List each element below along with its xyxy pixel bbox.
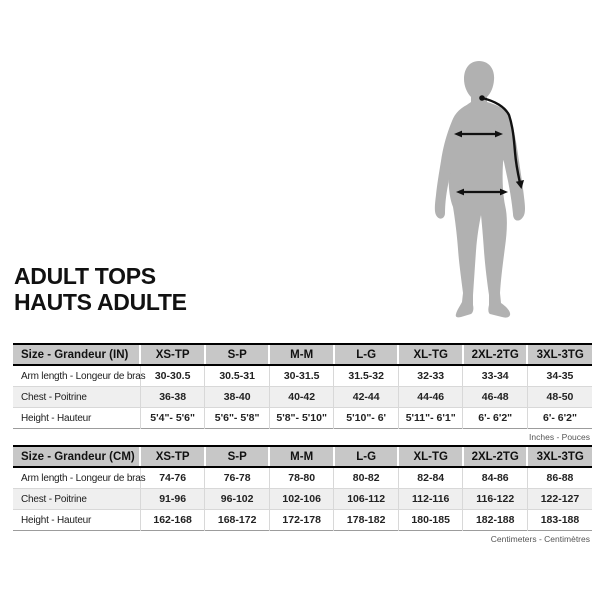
- page-title-fr: HAUTS ADULTE: [14, 289, 187, 315]
- measurement-arrows: [454, 95, 524, 196]
- measurement-label-cell: Arm length - Longeur de bras: [21, 370, 146, 382]
- measurement-label-cell: Height - Hauteur: [13, 509, 141, 531]
- table-row: Chest - Poitrine 91-96 96-102 102-106 106-11…: [13, 488, 592, 510]
- size-value-cell: 33-34: [462, 365, 528, 387]
- size-value-cell: 5'10"- 6': [333, 407, 399, 429]
- unit-note-inches: Inches - Pouces: [529, 432, 590, 442]
- measurement-label-cell: Height - Hauteur: [13, 407, 141, 429]
- size-value-cell: 36-38: [139, 386, 205, 408]
- size-value-cell: 31.5-32: [333, 365, 399, 387]
- size-value-cell: 172-178: [268, 509, 334, 531]
- size-unit-header: Size - Grandeur (CM): [13, 445, 141, 468]
- size-table: Size - Grandeur (CM) XS-TP S-P M-M L-G XL-TG 2…: [13, 445, 592, 531]
- size-value-cell: 183-188: [526, 509, 592, 531]
- size-column-header: XS-TP: [139, 343, 205, 366]
- size-value-cell: 122-127: [526, 488, 592, 510]
- size-value-cell: 6'- 6'2": [462, 407, 528, 429]
- size-column-header: M-M: [268, 445, 334, 468]
- size-value-cell: 5'6"- 5'8": [204, 407, 270, 429]
- size-value-cell: 74-76: [139, 467, 205, 489]
- size-column-header: 2XL-2TG: [461, 343, 528, 366]
- size-value-cell: 5'4"- 5'6": [139, 407, 205, 429]
- size-value-cell: 32-33: [397, 365, 463, 387]
- size-value-cell: 116-122: [462, 488, 528, 510]
- size-column-header: L-G: [332, 445, 399, 468]
- size-unit-header: Size - Grandeur (IN): [13, 343, 141, 366]
- size-value-cell: 48-50: [526, 386, 592, 408]
- size-value-cell: 38-40: [204, 386, 270, 408]
- size-header-row: Size - Grandeur (CM) XS-TP S-P M-M L-G XL-TG 2…: [13, 445, 592, 468]
- size-table: Size - Grandeur (IN) XS-TP S-P M-M L-G XL-TG 2…: [13, 343, 592, 429]
- table-row: Height - Hauteur 162-168 168-172 172-178 178…: [13, 509, 592, 531]
- size-value-cell: 91-96: [139, 488, 205, 510]
- size-column-header: L-G: [332, 343, 399, 366]
- size-value-cell: 30-31.5: [268, 365, 334, 387]
- size-column-header: 3XL-3TG: [526, 445, 592, 468]
- size-column-header: XS-TP: [139, 445, 205, 468]
- table-row: Chest - Poitrine 36-38 38-40 40-42 42-44 44-4…: [13, 386, 592, 408]
- measurement-label-cell: Chest - Poitrine: [13, 488, 141, 510]
- size-value-cell: 78-80: [268, 467, 334, 489]
- size-value-cell: 106-112: [333, 488, 399, 510]
- size-column-header: XL-TG: [397, 445, 463, 468]
- size-value-cell: 168-172: [204, 509, 270, 531]
- size-value-cell: 82-84: [397, 467, 463, 489]
- table-row: Arm length - Longeur de bras 30-30.5 30.5-…: [13, 365, 592, 387]
- size-value-cell: 30.5-31: [204, 365, 270, 387]
- chest-measure-arrow: [454, 130, 503, 138]
- unit-note-centimeters: Centimeters - Centimètres: [490, 534, 590, 544]
- size-column-header: 2XL-2TG: [461, 445, 528, 468]
- size-column-header: 3XL-3TG: [526, 343, 592, 366]
- size-value-cell: 178-182: [333, 509, 399, 531]
- size-column-header: M-M: [268, 343, 334, 366]
- size-table-centimeters-section: Size - Grandeur (CM) XS-TP S-P M-M L-G XL-TG 2…: [13, 445, 592, 544]
- size-column-header: S-P: [203, 343, 270, 366]
- size-value-cell: 80-82: [333, 467, 399, 489]
- page-title-en: ADULT TOPS: [14, 263, 156, 289]
- size-value-cell: 40-42: [268, 386, 334, 408]
- table-row: Height - Hauteur 5'4"- 5'6" 5'6"- 5'8" 5'8"…: [13, 407, 592, 429]
- size-column-header: XL-TG: [397, 343, 463, 366]
- size-value-cell: 5'11"- 6'1": [397, 407, 463, 429]
- size-value-cell: 84-86: [462, 467, 528, 489]
- size-value-cell: 6'- 6'2": [526, 407, 592, 429]
- size-value-cell: 86-88: [526, 467, 592, 489]
- measurement-label-cell: Chest - Poitrine: [13, 386, 141, 408]
- size-guide-figure: [434, 61, 525, 318]
- size-table-inches-section: Size - Grandeur (IN) XS-TP S-P M-M L-G XL-TG 2…: [13, 343, 592, 442]
- size-table-centimeters: Size - Grandeur (CM) XS-TP S-P M-M L-G XL-TG 2…: [13, 445, 592, 531]
- size-value-cell: 30-30.5: [139, 365, 205, 387]
- size-value-cell: 42-44: [333, 386, 399, 408]
- measurement-label-cell: Arm length - Longeur de bras: [21, 472, 146, 484]
- size-value-cell: 46-48: [462, 386, 528, 408]
- size-value-cell: 182-188: [462, 509, 528, 531]
- size-value-cell: 44-46: [397, 386, 463, 408]
- size-column-header: S-P: [203, 445, 270, 468]
- hip-measure-arrow: [456, 188, 508, 196]
- size-value-cell: 34-35: [526, 365, 592, 387]
- size-header-row: Size - Grandeur (IN) XS-TP S-P M-M L-G XL-TG 2…: [13, 343, 592, 366]
- size-value-cell: 112-116: [397, 488, 463, 510]
- size-value-cell: 162-168: [139, 509, 205, 531]
- table-row: Arm length - Longeur de bras 74-76 76-78 78…: [13, 467, 592, 489]
- size-value-cell: 96-102: [204, 488, 270, 510]
- size-value-cell: 180-185: [397, 509, 463, 531]
- size-value-cell: 5'8"- 5'10": [268, 407, 334, 429]
- size-value-cell: 102-106: [268, 488, 334, 510]
- size-value-cell: 76-78: [204, 467, 270, 489]
- arm-length-measure-line: [481, 96, 522, 184]
- size-table-inches: Size - Grandeur (IN) XS-TP S-P M-M L-G XL-TG 2…: [13, 343, 592, 429]
- page-title: ADULT TOPS HAUTS ADULTE: [14, 263, 187, 315]
- arm-length-arrowhead-icon: [515, 180, 524, 189]
